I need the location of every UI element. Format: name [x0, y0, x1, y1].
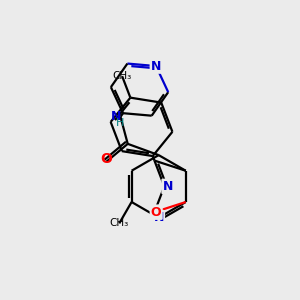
Text: CH₃: CH₃ [112, 71, 132, 81]
Text: N: N [151, 60, 161, 73]
Text: O: O [100, 152, 112, 167]
Text: H: H [116, 118, 124, 128]
Text: O: O [151, 206, 161, 219]
Text: N: N [111, 110, 122, 123]
Text: CH₃: CH₃ [110, 218, 129, 228]
Text: N: N [154, 211, 164, 224]
Text: N: N [163, 180, 173, 193]
